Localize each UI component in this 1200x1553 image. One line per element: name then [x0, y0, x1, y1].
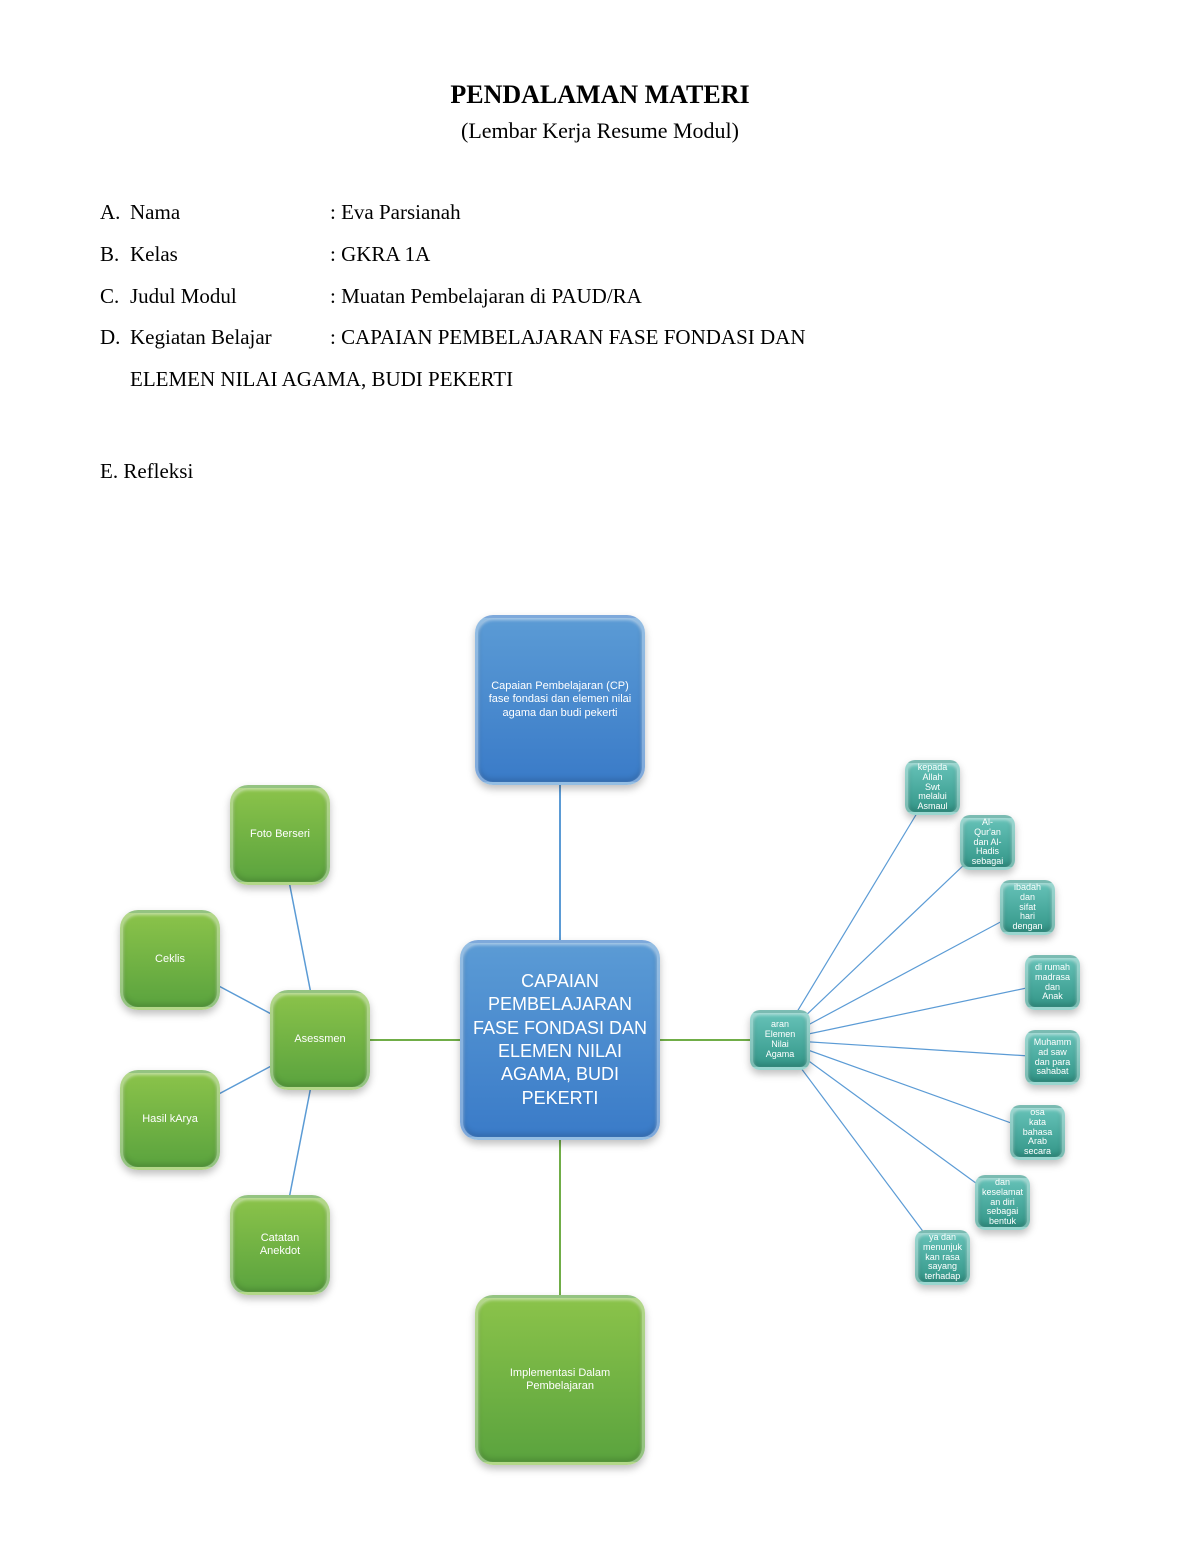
- node-right-child-1: Al-Qur'an dan Al-Hadis sebagai: [960, 815, 1015, 870]
- node-right: aran Elemen Nilai Agama: [750, 1010, 810, 1070]
- node-left-child-3: Catatan Anekdot: [230, 1195, 330, 1295]
- info-letter: C.: [100, 278, 130, 316]
- page-title: PENDALAMAN MATERI: [100, 80, 1100, 110]
- node-right-child-4: Muhamm ad saw dan para sahabat: [1025, 1030, 1080, 1085]
- info-value-judul: : Muatan Pembelajaran di PAUD/RA: [330, 278, 642, 316]
- node-right-child-0: kepada Allah Swt melalui Asmaul: [905, 760, 960, 815]
- info-label-judul: Judul Modul: [130, 278, 330, 316]
- node-left-child-0: Foto Berseri: [230, 785, 330, 885]
- info-value-kegiatan-cont: ELEMEN NILAI AGAMA, BUDI PEKERTI: [130, 361, 1100, 399]
- info-label-kegiatan: Kegiatan Belajar: [130, 319, 330, 357]
- node-left-child-1: Ceklis: [120, 910, 220, 1010]
- info-label-kelas: Kelas: [130, 236, 330, 274]
- mindmap-diagram: CAPAIAN PEMBELAJARAN FASE FONDASI DAN EL…: [80, 560, 1120, 1460]
- info-row-d: D. Kegiatan Belajar : CAPAIAN PEMBELAJAR…: [100, 319, 1100, 357]
- info-list: A. Nama : Eva Parsianah B. Kelas : GKRA …: [100, 194, 1100, 399]
- info-letter: D.: [100, 319, 130, 357]
- page-subtitle: (Lembar Kerja Resume Modul): [100, 118, 1100, 144]
- node-bottom: Implementasi Dalam Pembelajaran: [475, 1295, 645, 1465]
- info-row-b: B. Kelas : GKRA 1A: [100, 236, 1100, 274]
- node-right-child-5: osa kata bahasa Arab secara: [1010, 1105, 1065, 1160]
- info-value-kelas: : GKRA 1A: [330, 236, 430, 274]
- node-right-child-3: di rumah madrasa dan Anak: [1025, 955, 1080, 1010]
- node-right-child-6: dan keselamat an diri sebagai bentuk: [975, 1175, 1030, 1230]
- info-letter: B.: [100, 236, 130, 274]
- node-center: CAPAIAN PEMBELAJARAN FASE FONDASI DAN EL…: [460, 940, 660, 1140]
- node-left-child-2: Hasil kArya: [120, 1070, 220, 1170]
- section-refleksi: E. Refleksi: [100, 459, 1100, 484]
- info-value-nama: : Eva Parsianah: [330, 194, 461, 232]
- info-value-kegiatan: : CAPAIAN PEMBELAJARAN FASE FONDASI DAN: [330, 319, 805, 357]
- info-row-a: A. Nama : Eva Parsianah: [100, 194, 1100, 232]
- node-right-child-7: ya dan menunjuk kan rasa sayang terhadap: [915, 1230, 970, 1285]
- info-row-c: C. Judul Modul : Muatan Pembelajaran di …: [100, 278, 1100, 316]
- node-left: Asessmen: [270, 990, 370, 1090]
- info-label-nama: Nama: [130, 194, 330, 232]
- info-letter: A.: [100, 194, 130, 232]
- node-top: Capaian Pembelajaran (CP) fase fondasi d…: [475, 615, 645, 785]
- node-right-child-2: ibadah dan sifat hari dengan: [1000, 880, 1055, 935]
